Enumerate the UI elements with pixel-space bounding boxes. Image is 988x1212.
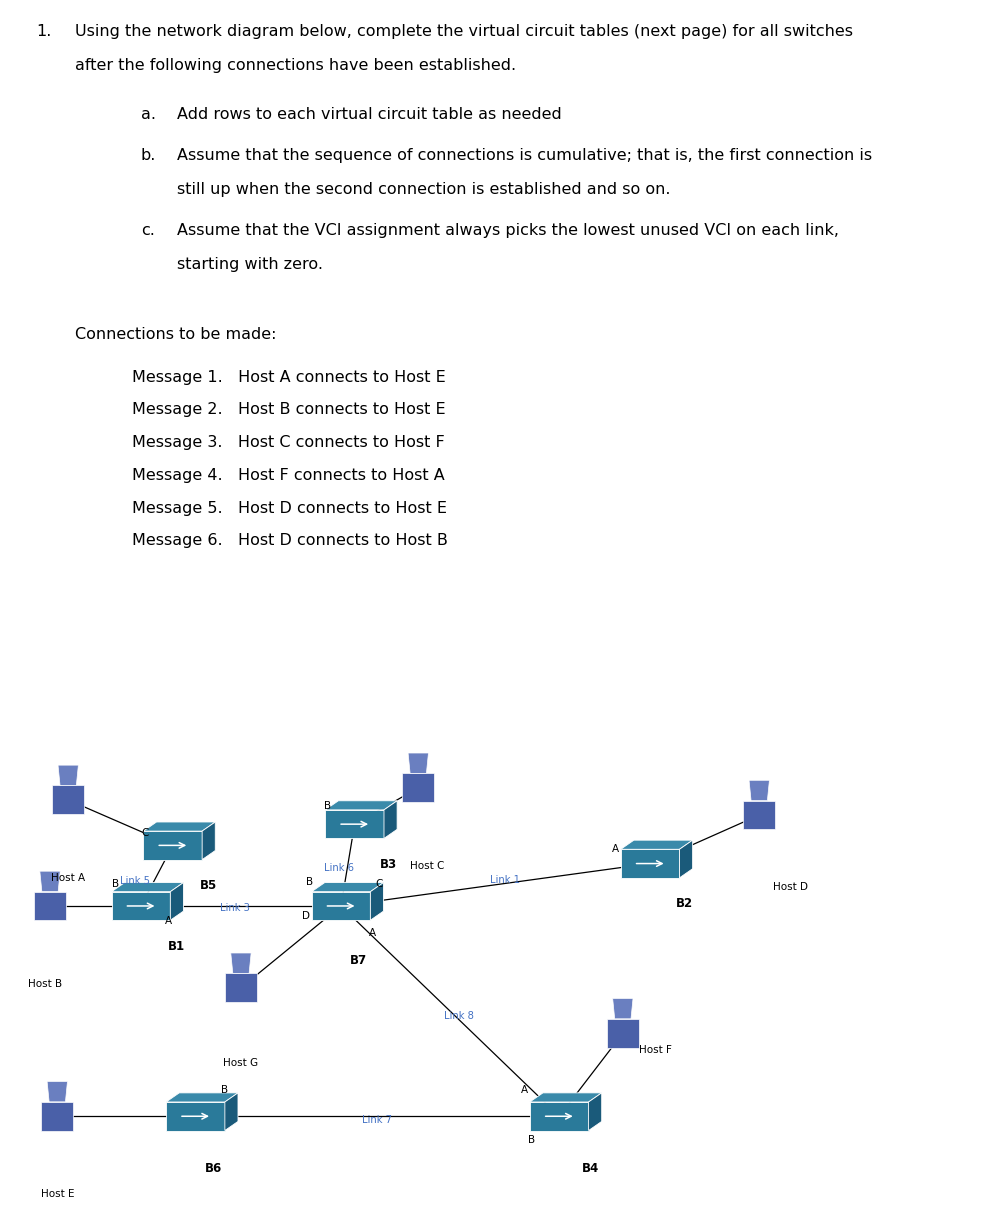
Polygon shape xyxy=(384,801,397,839)
Text: Link 8: Link 8 xyxy=(445,1011,474,1022)
Text: Host B: Host B xyxy=(29,979,62,989)
Text: 1.: 1. xyxy=(37,24,51,39)
Text: Link 7: Link 7 xyxy=(363,1115,392,1125)
Polygon shape xyxy=(58,765,78,785)
Text: starting with zero.: starting with zero. xyxy=(177,257,323,271)
Polygon shape xyxy=(749,781,770,801)
Text: Connections to be made:: Connections to be made: xyxy=(74,327,276,342)
Text: Message 3.   Host C connects to Host F: Message 3. Host C connects to Host F xyxy=(131,435,445,450)
Text: Message 6.   Host D connects to Host B: Message 6. Host D connects to Host B xyxy=(131,533,448,548)
Polygon shape xyxy=(112,892,170,920)
Polygon shape xyxy=(620,850,680,877)
Polygon shape xyxy=(408,753,429,773)
Polygon shape xyxy=(620,840,693,850)
Polygon shape xyxy=(680,840,693,877)
Text: Message 1.   Host A connects to Host E: Message 1. Host A connects to Host E xyxy=(131,370,446,384)
Polygon shape xyxy=(607,1019,639,1047)
Polygon shape xyxy=(112,882,184,892)
Text: after the following connections have been established.: after the following connections have bee… xyxy=(74,58,516,73)
Polygon shape xyxy=(402,773,434,802)
Text: Link 1: Link 1 xyxy=(490,875,520,885)
Polygon shape xyxy=(743,801,776,829)
Polygon shape xyxy=(370,882,383,920)
Polygon shape xyxy=(325,801,397,810)
Polygon shape xyxy=(231,953,251,973)
Text: Host G: Host G xyxy=(223,1058,259,1068)
Polygon shape xyxy=(41,1102,73,1131)
Text: D: D xyxy=(302,910,310,921)
Polygon shape xyxy=(530,1102,589,1131)
Text: B2: B2 xyxy=(676,897,693,910)
Text: B7: B7 xyxy=(350,955,368,967)
Text: A: A xyxy=(370,927,376,938)
Polygon shape xyxy=(143,831,203,859)
Polygon shape xyxy=(530,1093,602,1102)
Polygon shape xyxy=(170,882,184,920)
Text: Link 6: Link 6 xyxy=(324,863,354,873)
Polygon shape xyxy=(225,973,257,1002)
Text: c.: c. xyxy=(141,223,155,238)
Text: Message 4.   Host F connects to Host A: Message 4. Host F connects to Host A xyxy=(131,468,445,482)
Text: C: C xyxy=(142,828,149,839)
Text: Link 3: Link 3 xyxy=(219,903,250,913)
Polygon shape xyxy=(325,810,384,839)
Text: A: A xyxy=(165,915,172,926)
Text: B: B xyxy=(112,879,119,890)
Text: Assume that the VCI assignment always picks the lowest unused VCI on each link,: Assume that the VCI assignment always pi… xyxy=(177,223,840,238)
Text: B3: B3 xyxy=(380,858,397,871)
Text: a.: a. xyxy=(141,107,156,121)
Polygon shape xyxy=(311,882,383,892)
Polygon shape xyxy=(52,785,84,814)
Text: Host A: Host A xyxy=(51,873,85,882)
Polygon shape xyxy=(166,1102,225,1131)
Text: B1: B1 xyxy=(168,941,186,953)
Text: Host F: Host F xyxy=(639,1045,672,1056)
Polygon shape xyxy=(311,892,370,920)
Text: Message 5.   Host D connects to Host E: Message 5. Host D connects to Host E xyxy=(131,501,447,515)
Text: B6: B6 xyxy=(205,1162,222,1176)
Text: A: A xyxy=(521,1085,529,1094)
Text: Host D: Host D xyxy=(773,882,808,892)
Polygon shape xyxy=(143,822,215,831)
Polygon shape xyxy=(613,999,633,1019)
Polygon shape xyxy=(47,1081,67,1102)
Text: B: B xyxy=(324,801,331,811)
Text: Assume that the sequence of connections is cumulative; that is, the first connec: Assume that the sequence of connections … xyxy=(177,148,872,162)
Text: A: A xyxy=(612,844,619,854)
Text: Message 2.   Host B connects to Host E: Message 2. Host B connects to Host E xyxy=(131,402,446,417)
Text: Host C: Host C xyxy=(410,861,445,870)
Polygon shape xyxy=(166,1093,238,1102)
Polygon shape xyxy=(40,871,60,892)
Polygon shape xyxy=(203,822,215,859)
Text: B: B xyxy=(529,1136,535,1145)
Polygon shape xyxy=(225,1093,238,1131)
Text: Using the network diagram below, complete the virtual circuit tables (next page): Using the network diagram below, complet… xyxy=(74,24,853,39)
Text: Link 5: Link 5 xyxy=(120,875,149,886)
Polygon shape xyxy=(35,892,66,920)
Text: B5: B5 xyxy=(200,880,217,892)
Text: b.: b. xyxy=(141,148,156,162)
Text: B: B xyxy=(306,876,313,887)
Text: still up when the second connection is established and so on.: still up when the second connection is e… xyxy=(177,182,671,196)
Text: C: C xyxy=(375,879,383,890)
Text: Add rows to each virtual circuit table as needed: Add rows to each virtual circuit table a… xyxy=(177,107,562,121)
Text: Host E: Host E xyxy=(41,1189,74,1199)
Text: B4: B4 xyxy=(582,1162,599,1176)
Text: B: B xyxy=(221,1085,228,1094)
Polygon shape xyxy=(589,1093,602,1131)
